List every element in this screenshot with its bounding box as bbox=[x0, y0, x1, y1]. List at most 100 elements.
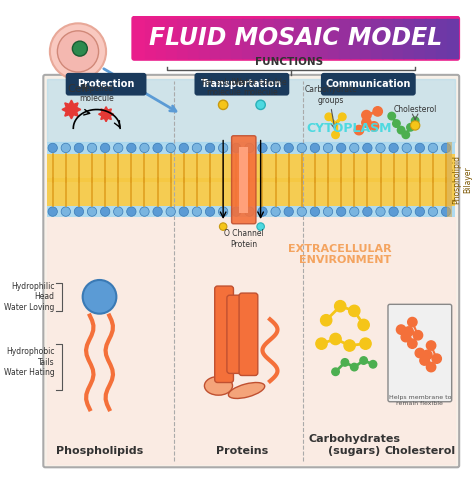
Circle shape bbox=[153, 207, 162, 216]
Circle shape bbox=[411, 117, 419, 124]
Circle shape bbox=[396, 325, 406, 334]
Circle shape bbox=[73, 41, 87, 56]
Circle shape bbox=[140, 207, 149, 216]
FancyBboxPatch shape bbox=[215, 286, 234, 382]
Circle shape bbox=[57, 31, 99, 72]
Circle shape bbox=[392, 120, 400, 128]
Circle shape bbox=[432, 354, 441, 364]
Bar bbox=[371, 18, 383, 58]
Circle shape bbox=[350, 143, 359, 152]
Text: Protection: Protection bbox=[77, 79, 135, 89]
Circle shape bbox=[87, 143, 97, 152]
Circle shape bbox=[100, 207, 110, 216]
Circle shape bbox=[258, 207, 267, 216]
Circle shape bbox=[74, 207, 83, 216]
Circle shape bbox=[271, 143, 280, 152]
FancyBboxPatch shape bbox=[239, 293, 258, 376]
FancyBboxPatch shape bbox=[227, 295, 246, 374]
Bar bbox=[414, 18, 426, 58]
Bar bbox=[156, 18, 167, 58]
Circle shape bbox=[427, 341, 436, 350]
Circle shape bbox=[310, 207, 319, 216]
Circle shape bbox=[257, 223, 264, 230]
Ellipse shape bbox=[228, 382, 265, 398]
Circle shape bbox=[369, 122, 379, 131]
Circle shape bbox=[192, 143, 201, 152]
Circle shape bbox=[271, 207, 280, 216]
Bar bbox=[242, 18, 254, 58]
Circle shape bbox=[363, 143, 372, 152]
Circle shape bbox=[219, 223, 227, 230]
Circle shape bbox=[338, 113, 346, 120]
Bar bbox=[264, 18, 275, 58]
Bar bbox=[166, 18, 178, 58]
Circle shape bbox=[127, 207, 136, 216]
Circle shape bbox=[332, 368, 339, 376]
Circle shape bbox=[335, 300, 346, 312]
Circle shape bbox=[61, 207, 71, 216]
Bar bbox=[392, 18, 404, 58]
Circle shape bbox=[351, 364, 358, 371]
Circle shape bbox=[179, 207, 189, 216]
Bar bbox=[177, 18, 189, 58]
Bar bbox=[47, 78, 456, 142]
FancyBboxPatch shape bbox=[195, 74, 288, 94]
Circle shape bbox=[337, 143, 346, 152]
Circle shape bbox=[61, 143, 71, 152]
Bar bbox=[296, 18, 308, 58]
Bar bbox=[285, 18, 297, 58]
Ellipse shape bbox=[204, 376, 233, 395]
Circle shape bbox=[323, 143, 333, 152]
Circle shape bbox=[363, 207, 372, 216]
Text: Hydrophilic
Head
Water Loving: Hydrophilic Head Water Loving bbox=[4, 282, 55, 312]
Circle shape bbox=[179, 143, 189, 152]
Circle shape bbox=[320, 314, 332, 326]
Bar bbox=[360, 18, 372, 58]
Circle shape bbox=[153, 143, 162, 152]
Text: Transportation: Transportation bbox=[201, 79, 283, 89]
Circle shape bbox=[256, 100, 265, 110]
Circle shape bbox=[360, 338, 371, 349]
Bar bbox=[253, 18, 264, 58]
FancyBboxPatch shape bbox=[67, 74, 146, 94]
Circle shape bbox=[100, 143, 110, 152]
Circle shape bbox=[362, 110, 371, 120]
Circle shape bbox=[332, 131, 339, 138]
Text: Helps membrane to
remain flexible: Helps membrane to remain flexible bbox=[389, 395, 451, 406]
Bar bbox=[231, 18, 243, 58]
Circle shape bbox=[415, 143, 425, 152]
Polygon shape bbox=[62, 100, 81, 119]
Bar bbox=[134, 18, 146, 58]
Circle shape bbox=[415, 348, 425, 358]
Text: Carbohydrates
(sugars): Carbohydrates (sugars) bbox=[308, 434, 400, 456]
Circle shape bbox=[376, 207, 385, 216]
Circle shape bbox=[74, 143, 83, 152]
Text: Fat soluble
molecule: Fat soluble molecule bbox=[202, 78, 244, 98]
Circle shape bbox=[413, 330, 423, 340]
Bar bbox=[47, 206, 456, 217]
Circle shape bbox=[284, 207, 293, 216]
Polygon shape bbox=[99, 106, 114, 122]
Circle shape bbox=[420, 356, 429, 365]
Circle shape bbox=[192, 207, 201, 216]
Circle shape bbox=[401, 332, 410, 342]
Circle shape bbox=[166, 143, 175, 152]
Bar bbox=[350, 18, 361, 58]
Circle shape bbox=[389, 143, 398, 152]
Bar bbox=[274, 18, 286, 58]
Circle shape bbox=[48, 143, 57, 152]
Circle shape bbox=[388, 112, 395, 120]
Text: Communication: Communication bbox=[326, 79, 411, 89]
Circle shape bbox=[410, 120, 420, 130]
Text: Proteins: Proteins bbox=[216, 446, 268, 456]
Circle shape bbox=[376, 143, 385, 152]
Bar bbox=[447, 18, 458, 58]
Circle shape bbox=[114, 143, 123, 152]
Text: Carbohydrate
groups: Carbohydrate groups bbox=[304, 86, 357, 105]
Bar bbox=[220, 18, 232, 58]
Circle shape bbox=[297, 143, 307, 152]
Bar bbox=[188, 18, 200, 58]
Text: Hydrophobic
Tails
Water Hating: Hydrophobic Tails Water Hating bbox=[4, 348, 55, 378]
Circle shape bbox=[423, 350, 432, 360]
Bar bbox=[210, 18, 221, 58]
